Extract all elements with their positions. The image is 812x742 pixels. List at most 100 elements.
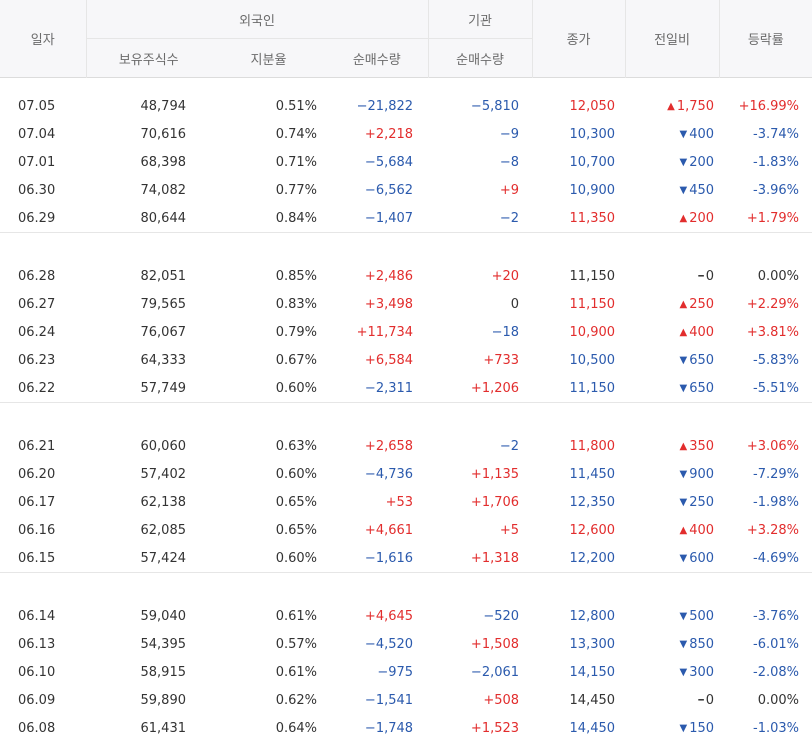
- cell-change: ▼600: [625, 544, 719, 573]
- cell-change: ▼300: [625, 658, 719, 686]
- header-foreign-net: 순매수량: [326, 39, 428, 78]
- down-arrow-icon: ▼: [680, 639, 688, 650]
- cell-holdings: 59,040: [86, 602, 211, 630]
- cell-change: ▼400: [625, 120, 719, 148]
- down-arrow-icon: ▼: [680, 497, 688, 508]
- down-arrow-icon: ▼: [680, 157, 688, 168]
- cell-date: 06.30: [0, 176, 86, 204]
- cell-rate: +16.99%: [719, 92, 812, 120]
- cell-share: 0.62%: [211, 686, 326, 714]
- cell-share: 0.85%: [211, 262, 326, 290]
- cell-close: 11,350: [532, 204, 625, 233]
- group-separator: [0, 403, 812, 433]
- cell-change: ▼650: [625, 346, 719, 374]
- cell-share: 0.51%: [211, 92, 326, 120]
- cell-close: 11,450: [532, 460, 625, 488]
- cell-rate: -3.96%: [719, 176, 812, 204]
- cell-close: 12,800: [532, 602, 625, 630]
- cell-inst-net: +1,206: [428, 374, 532, 403]
- cell-close: 10,700: [532, 148, 625, 176]
- cell-date: 06.27: [0, 290, 86, 318]
- up-arrow-icon: ▲: [680, 299, 688, 310]
- cell-date: 06.16: [0, 516, 86, 544]
- cell-close: 14,450: [532, 714, 625, 742]
- cell-inst-net: +9: [428, 176, 532, 204]
- cell-holdings: 60,060: [86, 432, 211, 460]
- cell-holdings: 59,890: [86, 686, 211, 714]
- header-close: 종가: [532, 0, 625, 78]
- cell-foreign-net: +4,645: [326, 602, 428, 630]
- cell-change: ▲1,750: [625, 92, 719, 120]
- cell-date: 06.29: [0, 204, 86, 233]
- cell-foreign-net: +4,661: [326, 516, 428, 544]
- cell-date: 06.17: [0, 488, 86, 516]
- cell-holdings: 54,395: [86, 630, 211, 658]
- cell-change: ▲250: [625, 290, 719, 318]
- cell-change: ▼250: [625, 488, 719, 516]
- cell-change: ▲200: [625, 204, 719, 233]
- cell-close: 12,200: [532, 544, 625, 573]
- cell-inst-net: −8: [428, 148, 532, 176]
- cell-foreign-net: +2,658: [326, 432, 428, 460]
- cell-close: 13,300: [532, 630, 625, 658]
- change-value: 0: [706, 269, 714, 284]
- down-arrow-icon: ▼: [680, 667, 688, 678]
- spacer-cell: [0, 78, 812, 93]
- cell-date: 06.15: [0, 544, 86, 573]
- cell-holdings: 62,085: [86, 516, 211, 544]
- down-arrow-icon: ▼: [680, 383, 688, 394]
- cell-holdings: 70,616: [86, 120, 211, 148]
- cell-change: ▼450: [625, 176, 719, 204]
- cell-inst-net: +1,135: [428, 460, 532, 488]
- cell-holdings: 68,398: [86, 148, 211, 176]
- cell-rate: 0.00%: [719, 262, 812, 290]
- cell-inst-net: −2,061: [428, 658, 532, 686]
- cell-change: ▼500: [625, 602, 719, 630]
- cell-share: 0.65%: [211, 516, 326, 544]
- cell-date: 06.21: [0, 432, 86, 460]
- down-arrow-icon: ▼: [680, 723, 688, 734]
- change-value: 400: [689, 127, 714, 142]
- cell-holdings: 48,794: [86, 92, 211, 120]
- cell-share: 0.57%: [211, 630, 326, 658]
- separator-cell: [0, 233, 812, 263]
- down-arrow-icon: ▼: [680, 553, 688, 564]
- cell-foreign-net: +2,486: [326, 262, 428, 290]
- cell-foreign-net: −2,311: [326, 374, 428, 403]
- cell-date: 06.20: [0, 460, 86, 488]
- cell-rate: +3.06%: [719, 432, 812, 460]
- cell-holdings: 76,067: [86, 318, 211, 346]
- cell-rate: -1.83%: [719, 148, 812, 176]
- cell-change: ▼200: [625, 148, 719, 176]
- cell-holdings: 61,431: [86, 714, 211, 742]
- change-value: 400: [689, 523, 714, 538]
- cell-inst-net: +1,508: [428, 630, 532, 658]
- cell-foreign-net: −5,684: [326, 148, 428, 176]
- cell-share: 0.60%: [211, 460, 326, 488]
- cell-inst-net: +733: [428, 346, 532, 374]
- cell-holdings: 80,644: [86, 204, 211, 233]
- cell-share: 0.60%: [211, 544, 326, 573]
- change-value: 250: [689, 495, 714, 510]
- cell-inst-net: −2: [428, 204, 532, 233]
- cell-inst-net: +1,523: [428, 714, 532, 742]
- cell-foreign-net: −1,407: [326, 204, 428, 233]
- down-arrow-icon: ▼: [680, 469, 688, 480]
- cell-close: 14,150: [532, 658, 625, 686]
- spacer-row: [0, 78, 812, 93]
- cell-inst-net: +20: [428, 262, 532, 290]
- cell-holdings: 57,424: [86, 544, 211, 573]
- cell-close: 10,500: [532, 346, 625, 374]
- cell-holdings: 64,333: [86, 346, 211, 374]
- cell-foreign-net: −4,736: [326, 460, 428, 488]
